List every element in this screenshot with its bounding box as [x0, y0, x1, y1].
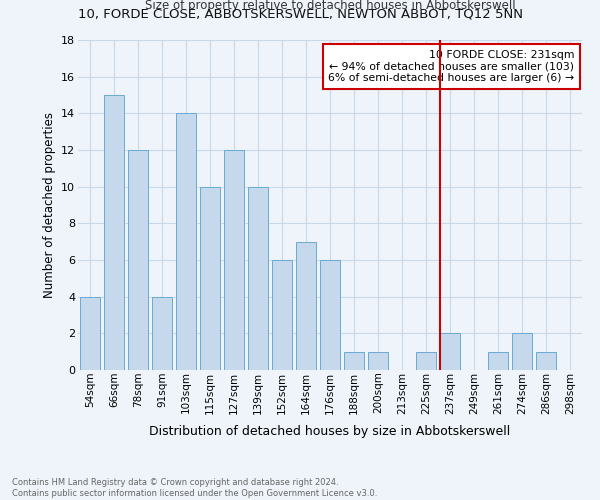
Bar [368, 352, 388, 370]
Bar [248, 186, 268, 370]
Y-axis label: Number of detached properties: Number of detached properties [43, 112, 56, 298]
Bar [344, 352, 364, 370]
Bar [224, 150, 244, 370]
Bar [416, 352, 436, 370]
Bar [488, 352, 508, 370]
Bar [512, 334, 532, 370]
Bar [320, 260, 340, 370]
Text: 10 FORDE CLOSE: 231sqm
← 94% of detached houses are smaller (103)
6% of semi-det: 10 FORDE CLOSE: 231sqm ← 94% of detached… [328, 50, 574, 83]
Bar [296, 242, 316, 370]
Bar [200, 186, 220, 370]
X-axis label: Distribution of detached houses by size in Abbotskerswell: Distribution of detached houses by size … [149, 424, 511, 438]
Bar [152, 296, 172, 370]
Bar [176, 114, 196, 370]
Bar [80, 296, 100, 370]
Bar [104, 95, 124, 370]
Title: Size of property relative to detached houses in Abbotskerswell: Size of property relative to detached ho… [145, 0, 515, 12]
Bar [128, 150, 148, 370]
Bar [536, 352, 556, 370]
Bar [272, 260, 292, 370]
Text: Contains HM Land Registry data © Crown copyright and database right 2024.
Contai: Contains HM Land Registry data © Crown c… [12, 478, 377, 498]
Bar [440, 334, 460, 370]
Text: 10, FORDE CLOSE, ABBOTSKERSWELL, NEWTON ABBOT, TQ12 5NN: 10, FORDE CLOSE, ABBOTSKERSWELL, NEWTON … [77, 8, 523, 20]
